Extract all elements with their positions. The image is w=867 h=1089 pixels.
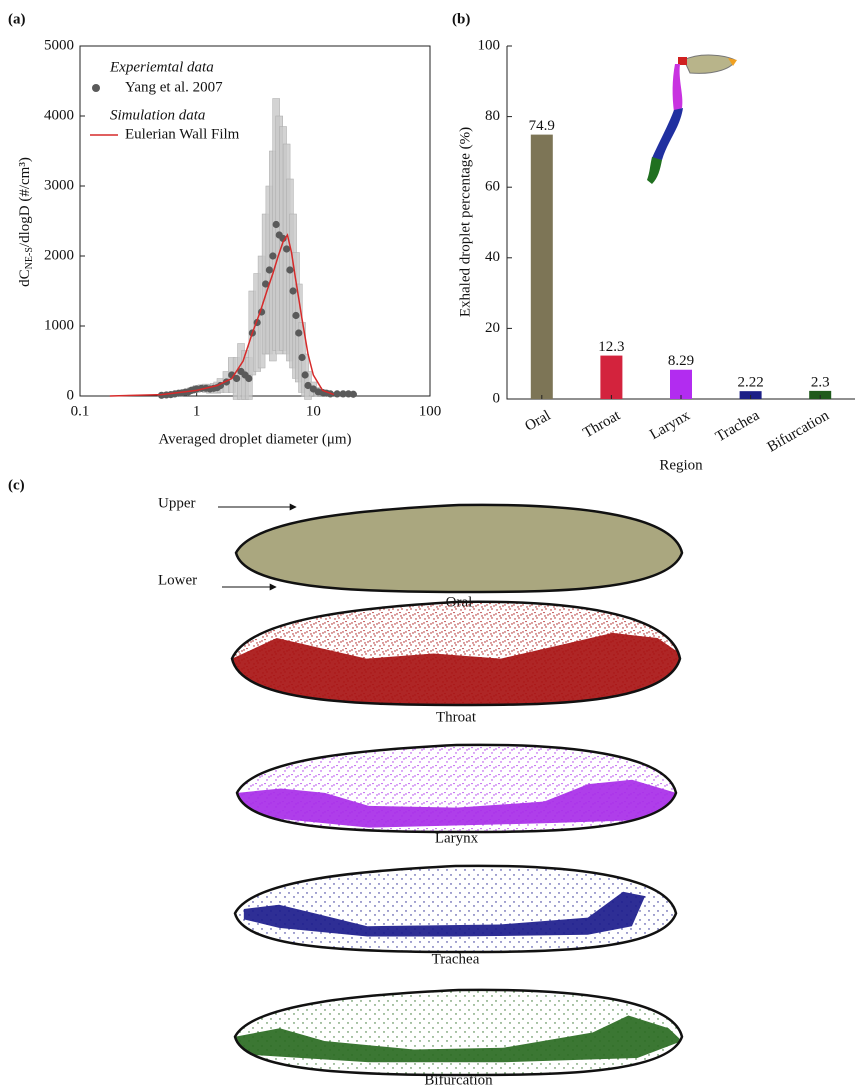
y-tick-label: 60 bbox=[485, 179, 500, 195]
data-point bbox=[333, 390, 341, 398]
line-series bbox=[109, 233, 335, 397]
dense-deposition bbox=[243, 891, 646, 937]
x-axis-label: Region bbox=[659, 457, 703, 473]
data-point bbox=[262, 280, 270, 288]
y-tick-label: 2000 bbox=[44, 247, 74, 263]
slice-label: Larynx bbox=[435, 830, 479, 846]
panel-label: (a) bbox=[8, 11, 26, 27]
cross-section-outline bbox=[235, 743, 678, 834]
airway-inset bbox=[647, 54, 737, 184]
value-label: 74.9 bbox=[529, 118, 555, 134]
data-point bbox=[265, 266, 273, 274]
x-tick-label: Larynx bbox=[647, 407, 693, 443]
y-tick-label: 0 bbox=[493, 390, 501, 406]
y-tick-label: 4000 bbox=[44, 107, 74, 123]
dense-deposition bbox=[235, 1015, 682, 1063]
legend-label: Eulerian Wall Film bbox=[125, 126, 240, 142]
deposition-fill bbox=[236, 504, 682, 592]
x-tick-label: 100 bbox=[419, 403, 442, 419]
cross-section bbox=[235, 989, 682, 1075]
dense-deposition bbox=[237, 779, 676, 828]
legend-swatch bbox=[92, 84, 100, 92]
data-point bbox=[289, 287, 297, 295]
x-tick-label: Oral bbox=[522, 408, 553, 435]
data-point bbox=[233, 374, 241, 383]
cross-section bbox=[236, 504, 682, 592]
data-point bbox=[282, 245, 291, 253]
dense-deposition bbox=[232, 632, 680, 705]
bar bbox=[600, 355, 623, 399]
bar bbox=[670, 369, 692, 399]
annotation: Upper bbox=[158, 495, 196, 511]
value-label: 8.29 bbox=[668, 353, 694, 369]
cross-section-outline bbox=[234, 503, 684, 594]
value-label: 12.3 bbox=[598, 339, 624, 355]
y-label-part: /dlogD (#/cm³) bbox=[17, 157, 33, 247]
data-point bbox=[295, 329, 303, 337]
x-tick-label: Bifurcation bbox=[765, 407, 833, 455]
y-label-part: dC bbox=[17, 269, 33, 287]
y-axis-label: Exhaled droplet percentage (%) bbox=[457, 127, 473, 317]
slice-label: Throat bbox=[436, 709, 477, 725]
bar bbox=[530, 134, 553, 399]
panel-label: (b) bbox=[452, 11, 470, 27]
x-tick-label: Trachea bbox=[713, 407, 763, 445]
data-point bbox=[269, 252, 277, 260]
y-label-sub: NE-S bbox=[24, 247, 35, 269]
legend-label: Yang et al. 2007 bbox=[125, 79, 223, 95]
y-tick-label: 40 bbox=[485, 249, 500, 265]
x-tick-label: 0.1 bbox=[71, 403, 90, 419]
y-tick-label: 5000 bbox=[44, 37, 74, 53]
slice-label: Bifurcation bbox=[424, 1072, 493, 1088]
legend-group: Simulation data bbox=[110, 107, 205, 123]
value-label: 2.3 bbox=[811, 374, 830, 390]
bar bbox=[809, 390, 832, 399]
y-tick-label: 1000 bbox=[44, 317, 74, 333]
y-axis-label: dCNE-S/dlogD (#/cm³) bbox=[17, 157, 35, 287]
y-tick-label: 100 bbox=[478, 37, 501, 53]
cross-section-outline bbox=[233, 864, 678, 954]
cross-section-outline bbox=[230, 600, 682, 707]
data-point bbox=[349, 390, 357, 398]
data-point bbox=[286, 266, 294, 274]
y-tick-label: 20 bbox=[485, 320, 500, 336]
slice-label: Trachea bbox=[432, 951, 480, 967]
data-point bbox=[292, 311, 300, 320]
data-point bbox=[245, 374, 253, 383]
data-point bbox=[272, 220, 280, 229]
annotation: Lower bbox=[158, 572, 197, 588]
value-label: 2.22 bbox=[737, 375, 763, 391]
panel-label: (c) bbox=[8, 477, 25, 493]
x-tick-label: 1 bbox=[193, 403, 201, 419]
cross-section-outline bbox=[233, 988, 684, 1077]
legend-group: Experiemtal data bbox=[109, 59, 214, 75]
data-point bbox=[301, 371, 309, 379]
y-tick-label: 3000 bbox=[44, 177, 74, 193]
data-point bbox=[304, 381, 312, 390]
y-tick-label: 80 bbox=[485, 108, 500, 124]
x-tick-label: Throat bbox=[580, 407, 623, 441]
plot-frame bbox=[79, 45, 431, 397]
y-tick-label: 0 bbox=[67, 387, 75, 403]
data-point bbox=[339, 390, 347, 398]
x-tick-label: 10 bbox=[306, 403, 321, 419]
x-axis-label: Averaged droplet diameter (μm) bbox=[158, 431, 351, 447]
data-point bbox=[298, 353, 306, 362]
